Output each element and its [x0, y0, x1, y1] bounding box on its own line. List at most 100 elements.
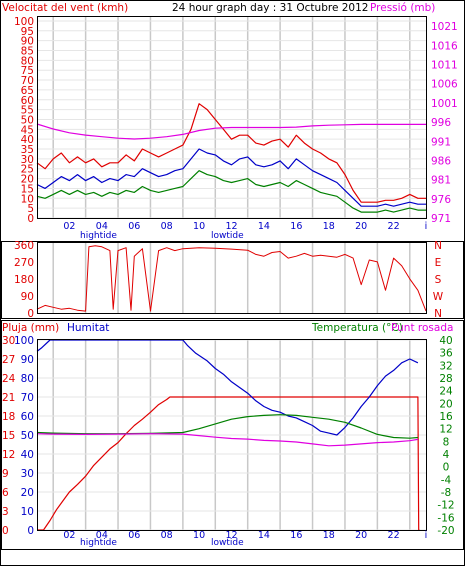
- pressure-line: [36, 123, 426, 140]
- time-tick-label-bottom: 22: [388, 530, 400, 541]
- temperature-tick-label: -16: [437, 512, 454, 524]
- direction-line: [36, 245, 427, 312]
- humidity-tick-label: 80: [21, 373, 34, 385]
- pressure-tick-label: 996: [431, 117, 451, 129]
- direction-tick-label: 0: [27, 308, 34, 320]
- direction-grid: [52, 243, 411, 313]
- wind-speed-tick-label: 15: [21, 183, 34, 195]
- pressure-tick-label: 1001: [431, 98, 458, 110]
- humidity-tick-label: 40: [21, 449, 34, 461]
- compass-tick-label: S: [435, 274, 442, 286]
- direction-tick-label: 180: [14, 274, 34, 286]
- time-tick-label-top: 02: [63, 221, 75, 232]
- pressure-tick-label: 991: [431, 136, 451, 148]
- time-axis-top: 02 04 06 08 10 12 14 16 18 20 22 i: [63, 221, 427, 232]
- humidity-tick-label: 90: [21, 354, 34, 366]
- humidity-tick-label: 0: [27, 525, 34, 537]
- rain-tick-label: 6: [2, 487, 9, 499]
- direction-tick-label: 360: [14, 240, 34, 252]
- wind-speed-tick-label: 10: [21, 193, 34, 205]
- lowtide-label-bottom: lowtide: [211, 538, 244, 548]
- humidity-tick-label: 60: [21, 411, 34, 423]
- time-tick-label-top: 20: [355, 221, 367, 232]
- time-tick-label-bottom: 08: [161, 530, 173, 541]
- pressure-tick-label: 981: [431, 175, 451, 187]
- temperature-tick-label: 4: [443, 449, 450, 461]
- humidity-axis: 0 10 20 30 40 50 60 70 80 90 100: [14, 335, 34, 537]
- humidity-tick-label: 10: [21, 506, 34, 518]
- time-tick-label-bottom: 10: [193, 530, 205, 541]
- rain-tick-label: 0: [2, 525, 9, 537]
- time-axis-bottom: 02 04 06 08 10 12 14 16 18 20 22 i: [63, 530, 427, 541]
- time-tick-label-top: 14: [258, 221, 270, 232]
- rain-tick-label: 12: [2, 449, 15, 461]
- wind-grid: [37, 17, 426, 219]
- time-tick-label-top: 16: [290, 221, 302, 232]
- temperature-tick-label: 8: [443, 436, 450, 448]
- wind-speed-tick-label: 40: [21, 134, 34, 146]
- hightide-label-bottom: hightide: [80, 538, 117, 548]
- pressure-tick-label: 1021: [431, 21, 458, 33]
- humidity-axis-label: Humitat: [67, 322, 109, 334]
- time-tick-label-bottom: i: [425, 530, 428, 541]
- time-tick-label-bottom: 14: [258, 530, 270, 541]
- temperature-tick-label: 32: [439, 360, 452, 372]
- time-tick-label-top: 06: [128, 221, 140, 232]
- time-tick-label-top: i: [425, 221, 428, 232]
- time-tick-label-bottom: 02: [63, 530, 75, 541]
- dew-point-axis-label: Punt rosada: [391, 322, 453, 334]
- average-line: [36, 148, 426, 207]
- temperature-tick-label: 28: [439, 373, 452, 385]
- wind-speed-tick-label: 60: [21, 95, 34, 107]
- time-tick-label-top: 22: [388, 221, 400, 232]
- hightide-label-top: hightide: [80, 231, 117, 241]
- direction-tick-label: 90: [21, 291, 34, 303]
- wind-series: [36, 103, 426, 213]
- wind-speed-tick-label: 90: [21, 36, 34, 48]
- chart-title: 24 hour graph day : 31 Octubre 2012: [172, 2, 368, 14]
- bottom-panel-border: [1, 320, 464, 550]
- temperature-tick-label: 20: [439, 398, 452, 410]
- wind-speed-tick-label: 75: [21, 65, 34, 77]
- lowtide-label-top: lowtide: [211, 231, 244, 241]
- rain-tick-label: 27: [2, 354, 15, 366]
- wind-plot-frame: [37, 16, 427, 219]
- rain-tick-label: 18: [2, 411, 15, 423]
- temperature-tick-label: 16: [439, 411, 453, 423]
- humidity-tick-label: 30: [21, 468, 34, 480]
- temperature-tick-label: -20: [437, 525, 454, 537]
- direction-panel-border: [1, 241, 464, 319]
- wind-speed-tick-label: 100: [14, 16, 34, 28]
- dew_point-line: [36, 433, 418, 447]
- wind-speed-tick-label: 95: [21, 26, 34, 38]
- humidity-tick-label: 20: [21, 487, 34, 499]
- wind-speed-tick-label: 25: [21, 164, 34, 176]
- humidity-tick-label: 100: [14, 335, 34, 347]
- compass-tick-label: N: [434, 240, 442, 252]
- time-tick-label-bottom: 18: [323, 530, 335, 541]
- minimum-line: [36, 170, 426, 213]
- wind-speed-tick-label: 20: [21, 174, 34, 186]
- gust-line: [36, 103, 426, 203]
- wind-speed-tick-label: 35: [21, 144, 34, 156]
- rain-tick-label: 24: [2, 373, 16, 385]
- compass-tick-label: N: [434, 308, 442, 320]
- pressure-tick-label: 971: [431, 213, 451, 225]
- rain-axis: 0 3 6 9 12 15 18 21 24 27 30: [2, 335, 16, 537]
- pressure-tick-label: 986: [431, 155, 451, 167]
- compass-tick-label: W: [433, 291, 444, 303]
- direction-series: [36, 245, 427, 312]
- temperature-tick-label: 40: [439, 335, 452, 347]
- time-tick-label-top: 18: [323, 221, 335, 232]
- rain-humidity-temp-panel: Pluja (mm) Humitat Temperatura (°C) Punt…: [1, 320, 464, 550]
- pressure-axis: 971 976 981 986 991 996 1001 1006 1011 1016 1021: [431, 21, 458, 225]
- pressure-tick-label: 1016: [431, 40, 458, 52]
- time-tick-label-bottom: 04: [96, 530, 108, 541]
- temperature-tick-label: -12: [437, 500, 454, 512]
